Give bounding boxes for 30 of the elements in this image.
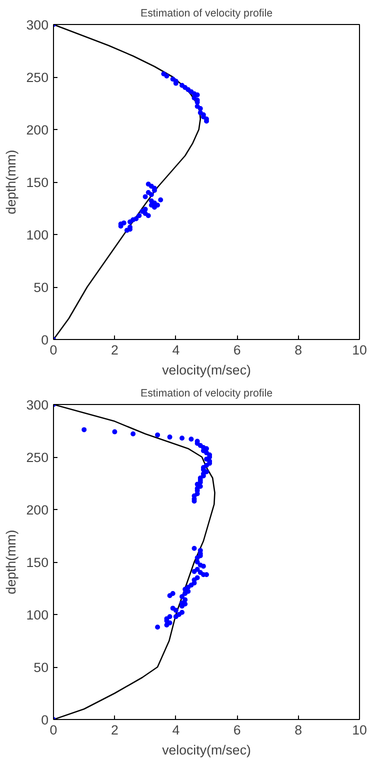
y-tick-label: 100 — [26, 228, 49, 242]
x-axis-title: velocity(m/sec) — [162, 362, 251, 378]
y-tick-label: 250 — [26, 450, 49, 465]
x-tick-label: 4 — [172, 342, 180, 358]
x-axis-title: velocity(m/sec) — [162, 742, 251, 758]
chart-title: Estimation of velocity profile — [140, 8, 273, 20]
y-axis-title: depth(mm) — [3, 530, 18, 594]
y-tick-label: 200 — [26, 502, 49, 518]
x-tick-label: 10 — [352, 722, 367, 738]
y-tick-label: 0 — [41, 712, 49, 728]
x-tick-label: 6 — [233, 722, 241, 738]
y-tick-label: 300 — [26, 18, 49, 32]
y-tick-label: 0 — [41, 332, 49, 348]
x-tick-label: 6 — [233, 342, 241, 358]
x-tick-label: 8 — [294, 342, 302, 358]
x-tick-label: 10 — [352, 342, 367, 358]
x-tick-label: 8 — [294, 722, 302, 738]
y-tick-label: 50 — [34, 280, 49, 295]
y-tick-label: 150 — [26, 175, 49, 190]
y-tick-label: 250 — [26, 70, 49, 85]
y-tick-label: 150 — [26, 555, 49, 570]
y-tick-label: 200 — [26, 122, 49, 138]
y-axis-title: depth(mm) — [3, 150, 18, 214]
x-tick-label: 2 — [110, 342, 118, 358]
y-tick-label: 100 — [26, 608, 49, 622]
x-tick-label: 2 — [110, 722, 118, 738]
chart-title: Estimation of velocity profile — [140, 388, 273, 400]
x-tick-label: 4 — [172, 722, 180, 738]
y-tick-label: 50 — [34, 660, 49, 675]
y-tick-label: 300 — [26, 398, 49, 412]
